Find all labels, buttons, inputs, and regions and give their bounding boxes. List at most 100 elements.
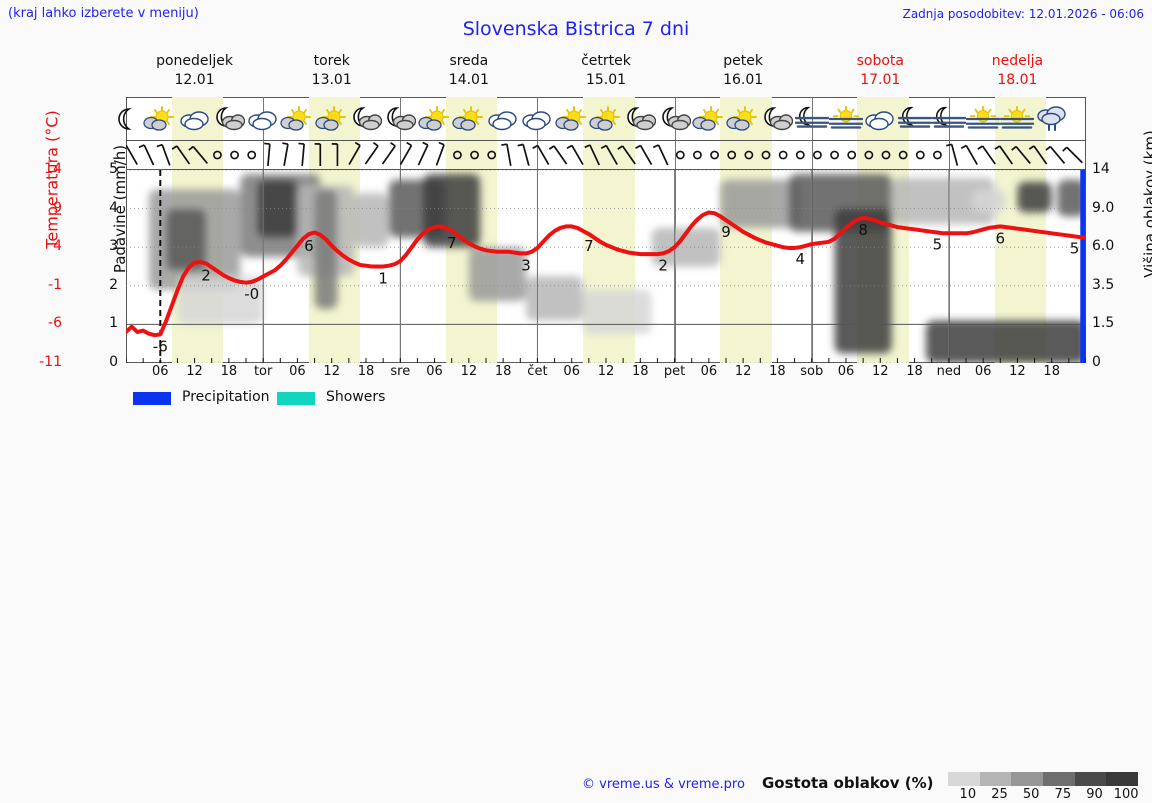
moon-icon	[109, 97, 143, 141]
cloud-density-tick: 10	[960, 787, 977, 802]
hour-axis-label: 06	[975, 364, 992, 379]
moon-fog-icon	[898, 97, 932, 141]
hour-axis-label: 18	[906, 364, 923, 379]
moon-cloud-icon	[623, 97, 657, 141]
cloud-density-tick: 75	[1055, 787, 1072, 802]
moon-cloud-icon	[760, 97, 794, 141]
cloud-density-step	[948, 772, 980, 786]
cloud-density-step	[980, 772, 1012, 786]
hour-axis-label: 06	[838, 364, 855, 379]
showers-legend-label: Showers	[326, 389, 385, 405]
cloud-density-tick: 100	[1114, 787, 1139, 802]
hour-axis-label: 12	[1009, 364, 1026, 379]
temperature-value-label: 2	[658, 256, 668, 274]
temperature-value-label: -6	[153, 337, 168, 355]
hour-axis-label: 06	[701, 364, 718, 379]
cloud-tick: 14	[1092, 161, 1144, 177]
sun-cloud-icon	[726, 97, 760, 141]
day-date: 12.01	[126, 71, 263, 90]
sun-cloud-icon	[280, 97, 314, 141]
hour-axis-label: 18	[1043, 364, 1060, 379]
wind-barb-svg	[126, 141, 1086, 169]
hour-axis-label: 12	[598, 364, 615, 379]
sun-cloud-icon	[418, 97, 452, 141]
cloud-icon	[863, 97, 897, 141]
day-date: 17.01	[812, 71, 949, 90]
hour-axis-label: 06	[426, 364, 443, 379]
hour-axis-label: sre	[390, 364, 410, 379]
cloud-icon	[178, 97, 212, 141]
sun-fog-icon	[966, 97, 1000, 141]
sun-cloud-icon	[143, 97, 177, 141]
hour-axis-label: 18	[221, 364, 238, 379]
moon-cloud-icon	[349, 97, 383, 141]
cloud-density-step	[1043, 772, 1075, 786]
day-name: četrtek	[537, 52, 674, 71]
temperature-value-label: 7	[447, 234, 457, 252]
sun-cloud-icon	[589, 97, 623, 141]
day-name: sobota	[812, 52, 949, 71]
precip-tick: 3	[70, 238, 118, 254]
temp-tick: 14	[10, 161, 62, 177]
moon-cloud-icon	[658, 97, 692, 141]
hour-axis-label: 18	[632, 364, 649, 379]
cloud-tick: 0	[1092, 354, 1144, 370]
day-name: petek	[675, 52, 812, 71]
precip-tick: 0	[70, 354, 118, 370]
temp-tick: 9	[10, 200, 62, 216]
temperature-value-label: 9	[721, 223, 731, 241]
day-date: 18.01	[949, 71, 1086, 90]
cloud-icon	[486, 97, 520, 141]
moon-cloud-icon	[383, 97, 417, 141]
day-date: 14.01	[400, 71, 537, 90]
temperature-value-label: 6	[996, 229, 1006, 247]
hour-axis-label: 12	[735, 364, 752, 379]
temperature-value-label: 4	[796, 250, 806, 268]
temperature-value-label: 1	[378, 270, 388, 288]
cloud-cover-field	[149, 174, 1086, 363]
temperature-value-label: 8	[858, 221, 868, 239]
cloud-density-gradient	[948, 772, 1138, 786]
hour-axis-label: 06	[563, 364, 580, 379]
hour-axis-label: tor	[254, 364, 272, 379]
precipitation-legend-label: Precipitation	[182, 389, 270, 405]
page-title: Slovenska Bistrica 7 dni	[0, 18, 1152, 40]
precip-tick: 4	[70, 200, 118, 216]
precipitation-legend-swatch	[133, 392, 171, 405]
cloud-icon	[246, 97, 280, 141]
temperature-value-label: 3	[521, 256, 531, 274]
sun-cloud-icon	[315, 97, 349, 141]
temperature-value-label: 5	[1070, 239, 1080, 257]
cloud-density-tick: 50	[1023, 787, 1040, 802]
temp-tick: -6	[10, 315, 62, 331]
precipitation-bar	[1080, 170, 1085, 363]
cloud-drizzle-icon	[1035, 97, 1069, 141]
showers-legend-swatch	[277, 392, 315, 405]
sun-fog-icon	[1000, 97, 1034, 141]
cloud-icon	[520, 97, 554, 141]
precip-tick: 1	[70, 315, 118, 331]
hour-axis-label: 18	[769, 364, 786, 379]
hour-axis-label: 18	[358, 364, 375, 379]
moon-cloud-icon	[212, 97, 246, 141]
copyright-link[interactable]: © vreme.us & vreme.pro	[582, 777, 745, 792]
temperature-value-label: 2	[201, 266, 211, 284]
temp-tick: -1	[10, 277, 62, 293]
cloud-density-step	[1075, 772, 1107, 786]
sun-fog-icon	[829, 97, 863, 141]
day-name: sreda	[400, 52, 537, 71]
temp-tick: -11	[10, 354, 62, 370]
